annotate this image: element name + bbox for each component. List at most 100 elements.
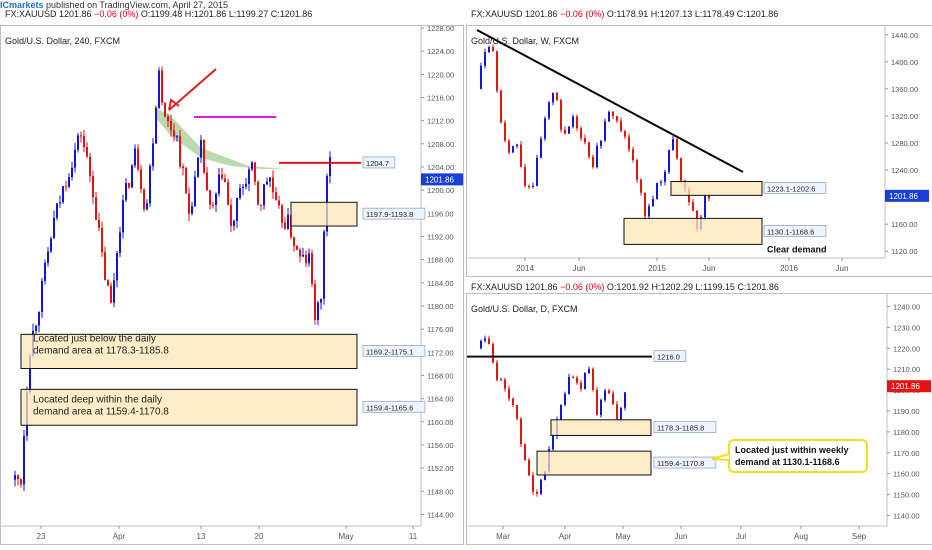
x-tick-label: Apr xyxy=(113,532,126,541)
candle-body xyxy=(524,166,526,186)
candle-body xyxy=(143,189,145,210)
candle-body xyxy=(158,70,160,108)
x-tick-label: Mar xyxy=(496,532,510,541)
candle-body xyxy=(296,246,298,250)
candle-body xyxy=(71,167,73,178)
published-text: published on TradingView.com, April 27, … xyxy=(46,0,229,10)
candle-body xyxy=(596,389,598,416)
candle-body xyxy=(516,405,518,419)
red-pointer-arrowhead xyxy=(168,98,180,111)
candle-body xyxy=(704,195,706,218)
chart-title-daily: Gold/U.S. Dollar, D, FXCM xyxy=(471,304,578,314)
candle-body xyxy=(560,100,562,130)
candle-body xyxy=(92,176,94,198)
weekly-trendline xyxy=(476,29,744,173)
x-tick-label: 23 xyxy=(37,532,46,541)
candle-body xyxy=(218,174,220,194)
candle-body xyxy=(203,140,205,173)
y-tick-label: 1188.00 xyxy=(427,256,454,265)
y-tick-label: 1280.00 xyxy=(891,139,918,148)
candle-body xyxy=(528,459,530,476)
level-label-box xyxy=(653,350,687,363)
candle-body xyxy=(266,181,268,185)
candle-body xyxy=(564,129,566,134)
candle-body xyxy=(41,280,43,312)
candle-body xyxy=(496,51,498,91)
candle-body xyxy=(504,379,506,389)
candle-body xyxy=(580,128,582,139)
y-tick-label: 1192.00 xyxy=(427,232,454,241)
candle-body xyxy=(233,221,235,226)
candle-body xyxy=(484,52,486,66)
publisher-brand[interactable]: ICmarkets xyxy=(0,0,44,10)
y-tick-label: 1140.00 xyxy=(893,512,920,521)
candle-body xyxy=(508,140,510,153)
level-label: 1197.9-1193.8 xyxy=(366,210,413,219)
symbol-line-weekly: FX:XAUUSD 1201.86 −0.06 (0%) O:1178.91 H… xyxy=(471,9,779,19)
svg-text:demand area at 1178.3-1185.8: demand area at 1178.3-1185.8 xyxy=(33,346,169,357)
candle-body xyxy=(14,475,16,480)
zone-box xyxy=(623,217,763,245)
y-tick-label: 1360.00 xyxy=(891,85,918,94)
candle-body xyxy=(248,169,250,184)
candle-body xyxy=(708,195,710,199)
y-tick-label: 1220.00 xyxy=(893,344,920,353)
zone-box xyxy=(20,333,358,369)
candle-body xyxy=(552,436,554,450)
y-tick-label: 1176.00 xyxy=(427,325,454,334)
x-tick-label: Jun xyxy=(675,532,688,541)
candle-body xyxy=(500,379,502,381)
level-label: 1130.1-1168.6 xyxy=(767,227,814,236)
y-tick-label: 1240.00 xyxy=(891,166,918,175)
y-tick-label: 1224.00 xyxy=(427,47,454,56)
chart-panel-240: 1144.00 1148.00 1152.00 1156.00 1160.00 1164.… xyxy=(0,9,464,545)
y-tick-label: 1180.00 xyxy=(893,428,920,437)
candle-body xyxy=(275,192,277,201)
symbol-line-240: FX:XAUUSD 1201.86 −0.06 (0%) O:1199.48 H… xyxy=(5,9,313,19)
candle-body xyxy=(520,418,522,445)
candle-body xyxy=(113,280,115,303)
candle-body xyxy=(664,171,666,182)
x-tick-label: 2014 xyxy=(516,264,534,273)
candle-body xyxy=(68,177,70,187)
price-axis xyxy=(885,26,931,276)
candle-body xyxy=(548,102,550,119)
candle-body xyxy=(269,177,271,182)
candle-body xyxy=(600,140,602,146)
candle-body xyxy=(528,185,530,187)
level-label-box xyxy=(362,207,426,220)
candle-body xyxy=(480,65,482,89)
y-tick-label: 1220.00 xyxy=(427,70,454,79)
candle-body xyxy=(305,254,307,264)
current-price-tag xyxy=(887,380,931,393)
candle-body xyxy=(628,136,630,150)
y-tick-label: 1168.00 xyxy=(427,371,454,380)
current-price-label: 1201.86 xyxy=(889,192,918,201)
candle-body xyxy=(107,280,109,286)
y-tick-label: 1184.00 xyxy=(427,279,454,288)
candle-body xyxy=(524,444,526,460)
candle-body xyxy=(134,148,136,166)
candle-body xyxy=(512,146,514,153)
candle-body xyxy=(179,136,181,167)
candle-body xyxy=(592,156,594,168)
level-label: 1216.0 xyxy=(657,353,680,362)
candle-body xyxy=(245,183,247,187)
candle-body xyxy=(536,491,538,494)
candle-body xyxy=(272,177,274,193)
candle-body xyxy=(170,121,172,131)
candle-body xyxy=(564,393,566,405)
candle-body xyxy=(484,338,486,341)
y-tick-label: 1164.00 xyxy=(427,395,454,404)
candle-body xyxy=(668,149,670,172)
candle-body xyxy=(35,325,37,331)
candle-body xyxy=(504,122,506,141)
candle-body xyxy=(206,172,208,191)
candle-body xyxy=(496,362,498,380)
x-tick-label: Jul xyxy=(736,532,746,541)
candle-body xyxy=(652,198,654,207)
candle-body xyxy=(200,140,202,158)
candle-body xyxy=(320,298,322,303)
candle-body xyxy=(299,249,301,257)
